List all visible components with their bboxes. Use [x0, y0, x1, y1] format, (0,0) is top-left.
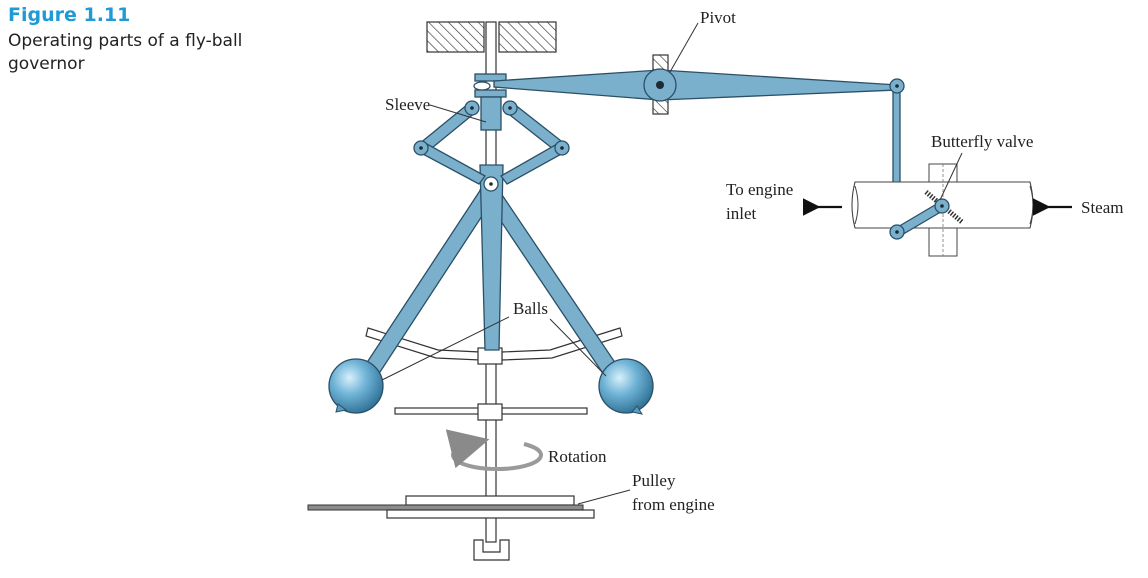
label-pivot: Pivot	[700, 8, 736, 27]
label-balls: Balls	[513, 299, 548, 318]
label-rotation: Rotation	[548, 447, 607, 466]
butterfly-valve	[889, 190, 964, 240]
bottom-bearing	[473, 539, 510, 561]
leader-lines	[381, 22, 963, 505]
label-butterfly-valve: Butterfly valve	[931, 132, 1033, 151]
figure-caption: Figure 1.11 Operating parts of a fly-bal…	[8, 4, 248, 76]
upper-linkage	[413, 100, 570, 185]
lower-cross-arm	[394, 403, 588, 421]
pivot-joint	[643, 68, 677, 102]
central-post	[479, 164, 504, 351]
label-pulley-line2: from engine	[632, 495, 715, 514]
label-to-engine-inlet-line1: To engine	[726, 180, 793, 199]
label-to-engine-inlet-line2: inlet	[726, 204, 756, 223]
label-steam: Steam	[1081, 198, 1124, 217]
figure-caption-text: Operating parts of a fly-ball governor	[8, 31, 243, 74]
pulley	[307, 495, 595, 519]
fly-ball-left	[328, 358, 384, 414]
label-sleeve: Sleeve	[385, 95, 430, 114]
main-lever	[493, 69, 899, 101]
label-pulley-line1: Pulley	[632, 471, 676, 490]
top-bearing	[426, 21, 557, 53]
rotation-arrow-icon	[445, 429, 543, 472]
ball-collar-arms	[365, 327, 623, 365]
figure-number: Figure 1.11	[8, 4, 131, 26]
fly-ball-right	[598, 358, 654, 415]
